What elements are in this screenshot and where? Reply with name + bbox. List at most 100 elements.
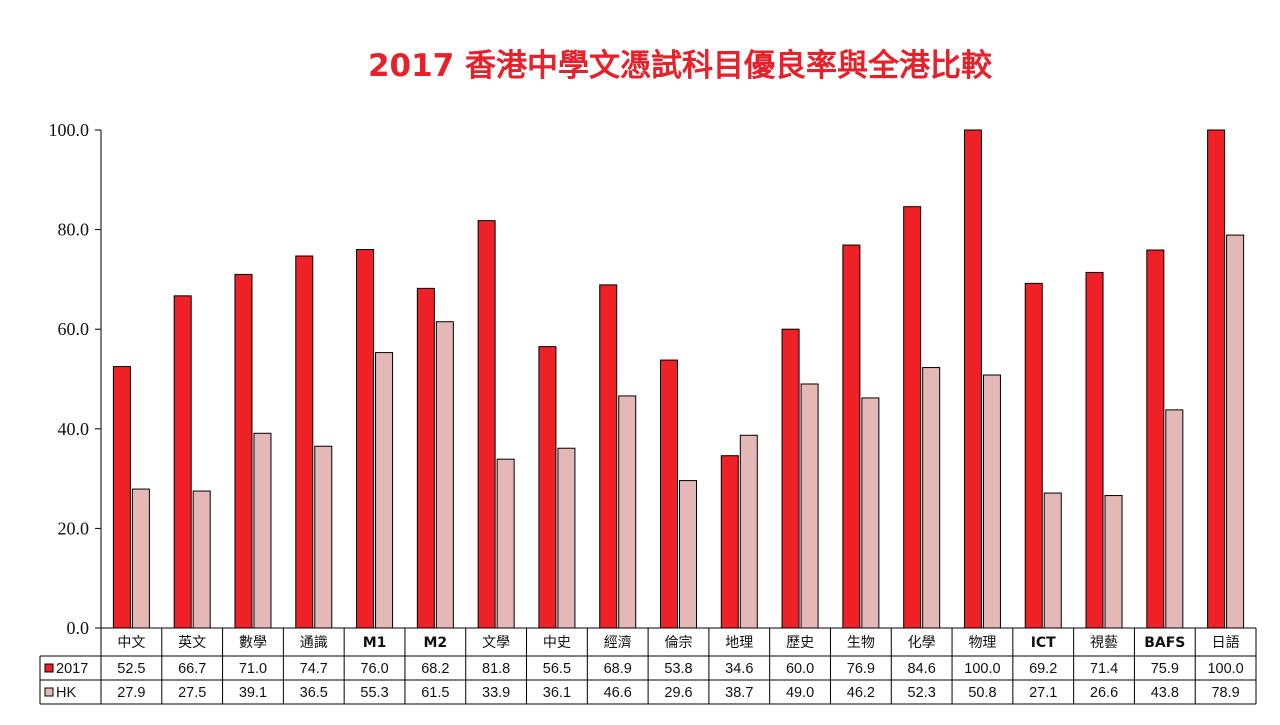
table-value: 75.9	[1151, 661, 1179, 677]
x-category-label: 化學	[908, 635, 936, 651]
bar-school	[963, 129, 982, 629]
bar-school	[903, 206, 922, 629]
table-value: 84.6	[908, 661, 936, 677]
bar-school	[356, 249, 375, 629]
table-value: 52.5	[117, 661, 145, 677]
y-tick-label: 60.0	[58, 319, 90, 339]
x-category-label: 數學	[239, 635, 267, 651]
table-value: 76.9	[847, 661, 875, 677]
bar-school	[1085, 271, 1104, 629]
table-value: 50.8	[968, 685, 996, 701]
bar-hk	[800, 383, 819, 629]
table-value: 52.3	[908, 685, 936, 701]
bar-school	[1146, 249, 1165, 629]
x-category-label: 物理	[968, 635, 996, 651]
table-value: 68.2	[421, 661, 449, 677]
bar-hk	[1104, 495, 1123, 629]
table-value: 74.7	[300, 661, 328, 677]
x-category-label: 地理	[725, 635, 753, 651]
x-category-label: 歷史	[786, 635, 814, 651]
bar-school	[1024, 282, 1043, 629]
bar-school	[234, 273, 253, 629]
legend-key	[44, 663, 54, 673]
bar-school	[538, 346, 557, 629]
y-tick-label: 0.0	[67, 618, 90, 638]
bar-hk	[739, 434, 758, 629]
bar-school	[842, 244, 861, 629]
table-value: 39.1	[239, 685, 267, 701]
bar-hk	[1165, 409, 1184, 629]
table-value: 36.1	[543, 685, 571, 701]
x-category-label: 視藝	[1090, 635, 1118, 651]
bar-hk	[375, 352, 394, 629]
table-value: 78.9	[1211, 685, 1239, 701]
x-category-label: 生物	[847, 635, 875, 651]
x-category-label: 文學	[482, 635, 510, 651]
y-tick-label: 100.0	[49, 120, 90, 140]
table-value: 55.3	[360, 685, 388, 701]
table-value: 46.6	[604, 685, 632, 701]
table-value: 34.6	[725, 661, 753, 677]
table-value: 71.4	[1090, 661, 1118, 677]
x-category-label: M1	[363, 635, 387, 651]
table-value: 100.0	[964, 661, 1000, 677]
table-value: 56.5	[543, 661, 571, 677]
table-value: 27.1	[1029, 685, 1057, 701]
bar-hk	[253, 432, 272, 629]
chart-title: 2017 香港中學文憑試科目優良率與全港比較	[367, 48, 993, 84]
table-value: 26.6	[1090, 685, 1118, 701]
table-value: 81.8	[482, 661, 510, 677]
table-value: 29.6	[664, 685, 692, 701]
x-category-label: ICT	[1031, 635, 1056, 651]
bar-hk	[618, 395, 637, 629]
table-value: 69.2	[1029, 661, 1057, 677]
table-value: 71.0	[239, 661, 267, 677]
bar-hk	[861, 397, 880, 629]
table-value: 46.2	[847, 685, 875, 701]
bar-school	[1207, 129, 1226, 629]
bar-school	[477, 220, 496, 629]
bar-hk	[314, 445, 333, 629]
table-value: 38.7	[725, 685, 753, 701]
bar-school	[599, 284, 618, 629]
legend-key	[44, 687, 54, 697]
y-tick-label: 80.0	[58, 220, 90, 240]
bar-school	[416, 287, 435, 629]
bar-hk	[679, 480, 697, 629]
bar-hk	[435, 321, 454, 629]
y-tick-label: 40.0	[58, 419, 90, 439]
bar-school	[781, 328, 800, 629]
x-category-label: 中文	[117, 635, 145, 651]
table-value: 60.0	[786, 661, 814, 677]
bar-hk	[131, 488, 150, 629]
table-value: 33.9	[482, 685, 510, 701]
bar-hk	[982, 374, 1001, 629]
table-value: 27.5	[178, 685, 206, 701]
table-value: 66.7	[178, 661, 206, 677]
x-category-label: 英文	[178, 634, 206, 651]
bar-school	[173, 295, 192, 629]
table-value: 27.9	[117, 685, 145, 701]
table-value: 76.0	[360, 661, 388, 677]
x-category-label: 倫宗	[665, 635, 693, 651]
table-value: 61.5	[421, 685, 449, 701]
y-tick-label: 20.0	[58, 518, 90, 538]
legend-label: HK	[56, 685, 76, 701]
bar-school	[295, 255, 314, 629]
x-category-label: BAFS	[1144, 635, 1185, 651]
x-category-label: M2	[423, 635, 447, 651]
table-value: 36.5	[300, 685, 328, 701]
x-category-label: 經濟	[604, 635, 632, 651]
bar-school	[112, 366, 131, 629]
bar-school	[720, 455, 739, 629]
table-value: 68.9	[604, 661, 632, 677]
bar-hk	[922, 367, 941, 629]
table-value: 49.0	[786, 685, 814, 701]
bar-hk	[1226, 234, 1245, 629]
bar-hk	[1043, 492, 1062, 629]
legend-label: 2017	[56, 661, 88, 677]
table-value: 43.8	[1151, 685, 1179, 701]
bar-school	[660, 359, 678, 629]
bar-hk	[557, 447, 576, 629]
